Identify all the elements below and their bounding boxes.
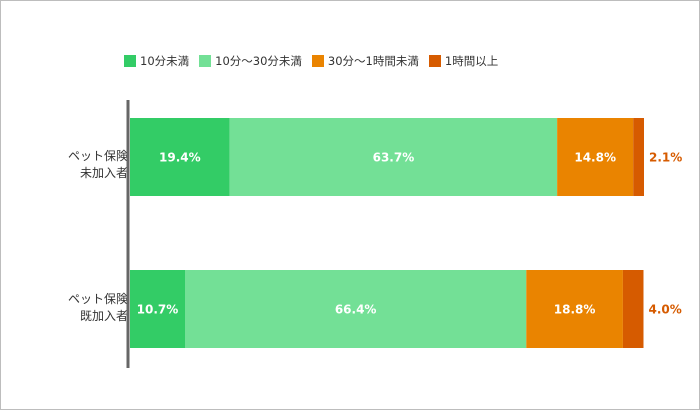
legend-label: 10分〜30分未満 (215, 54, 302, 68)
data-label: 14.8% (574, 151, 616, 165)
category-label-uninsured: ペット保険 未加入者 (18, 148, 128, 182)
category-label-line2: 既加入者 (79, 309, 128, 323)
bar-segment (229, 118, 558, 196)
legend-item-10min: 10分未満 (124, 53, 189, 69)
legend-label: 1時間以上 (444, 54, 499, 68)
legend-label: 10分未満 (140, 54, 190, 68)
data-label: 63.7% (373, 151, 415, 165)
bar-segment (633, 118, 644, 196)
legend-item-over-1hour: 1時間以上 (428, 53, 499, 69)
bar-segment (130, 118, 230, 196)
legend-swatch (428, 55, 441, 67)
data-label: 66.4% (335, 303, 377, 317)
bar-segment (622, 270, 644, 348)
legend: 10分未満 10分〜30分未満 30分〜1時間未満 1時間以上 (124, 54, 508, 68)
legend-swatch (124, 55, 136, 67)
legend-swatch (311, 55, 324, 67)
data-label: 18.8% (554, 303, 596, 317)
legend-label: 30分〜1時間未満 (327, 54, 419, 68)
bar-segment (130, 270, 185, 348)
legend-swatch (199, 55, 212, 67)
legend-item-30-60min: 30分〜1時間未満 (311, 53, 419, 69)
data-label: 10.7% (137, 303, 179, 317)
category-label-insured: ペット保険 既加入者 (18, 291, 128, 325)
category-label-line1: ペット保険 (67, 149, 128, 163)
legend-item-10-30min: 10分〜30分未満 (199, 53, 302, 69)
data-label: 19.4% (159, 151, 201, 165)
bar-segment (184, 270, 527, 348)
bar-segment (557, 118, 634, 196)
bar-segment (526, 270, 623, 348)
category-label-line2: 未加入者 (79, 166, 128, 180)
category-label-line1: ペット保険 (67, 292, 128, 306)
data-label: 4.0% (648, 303, 681, 317)
data-label: 2.1% (649, 151, 682, 165)
